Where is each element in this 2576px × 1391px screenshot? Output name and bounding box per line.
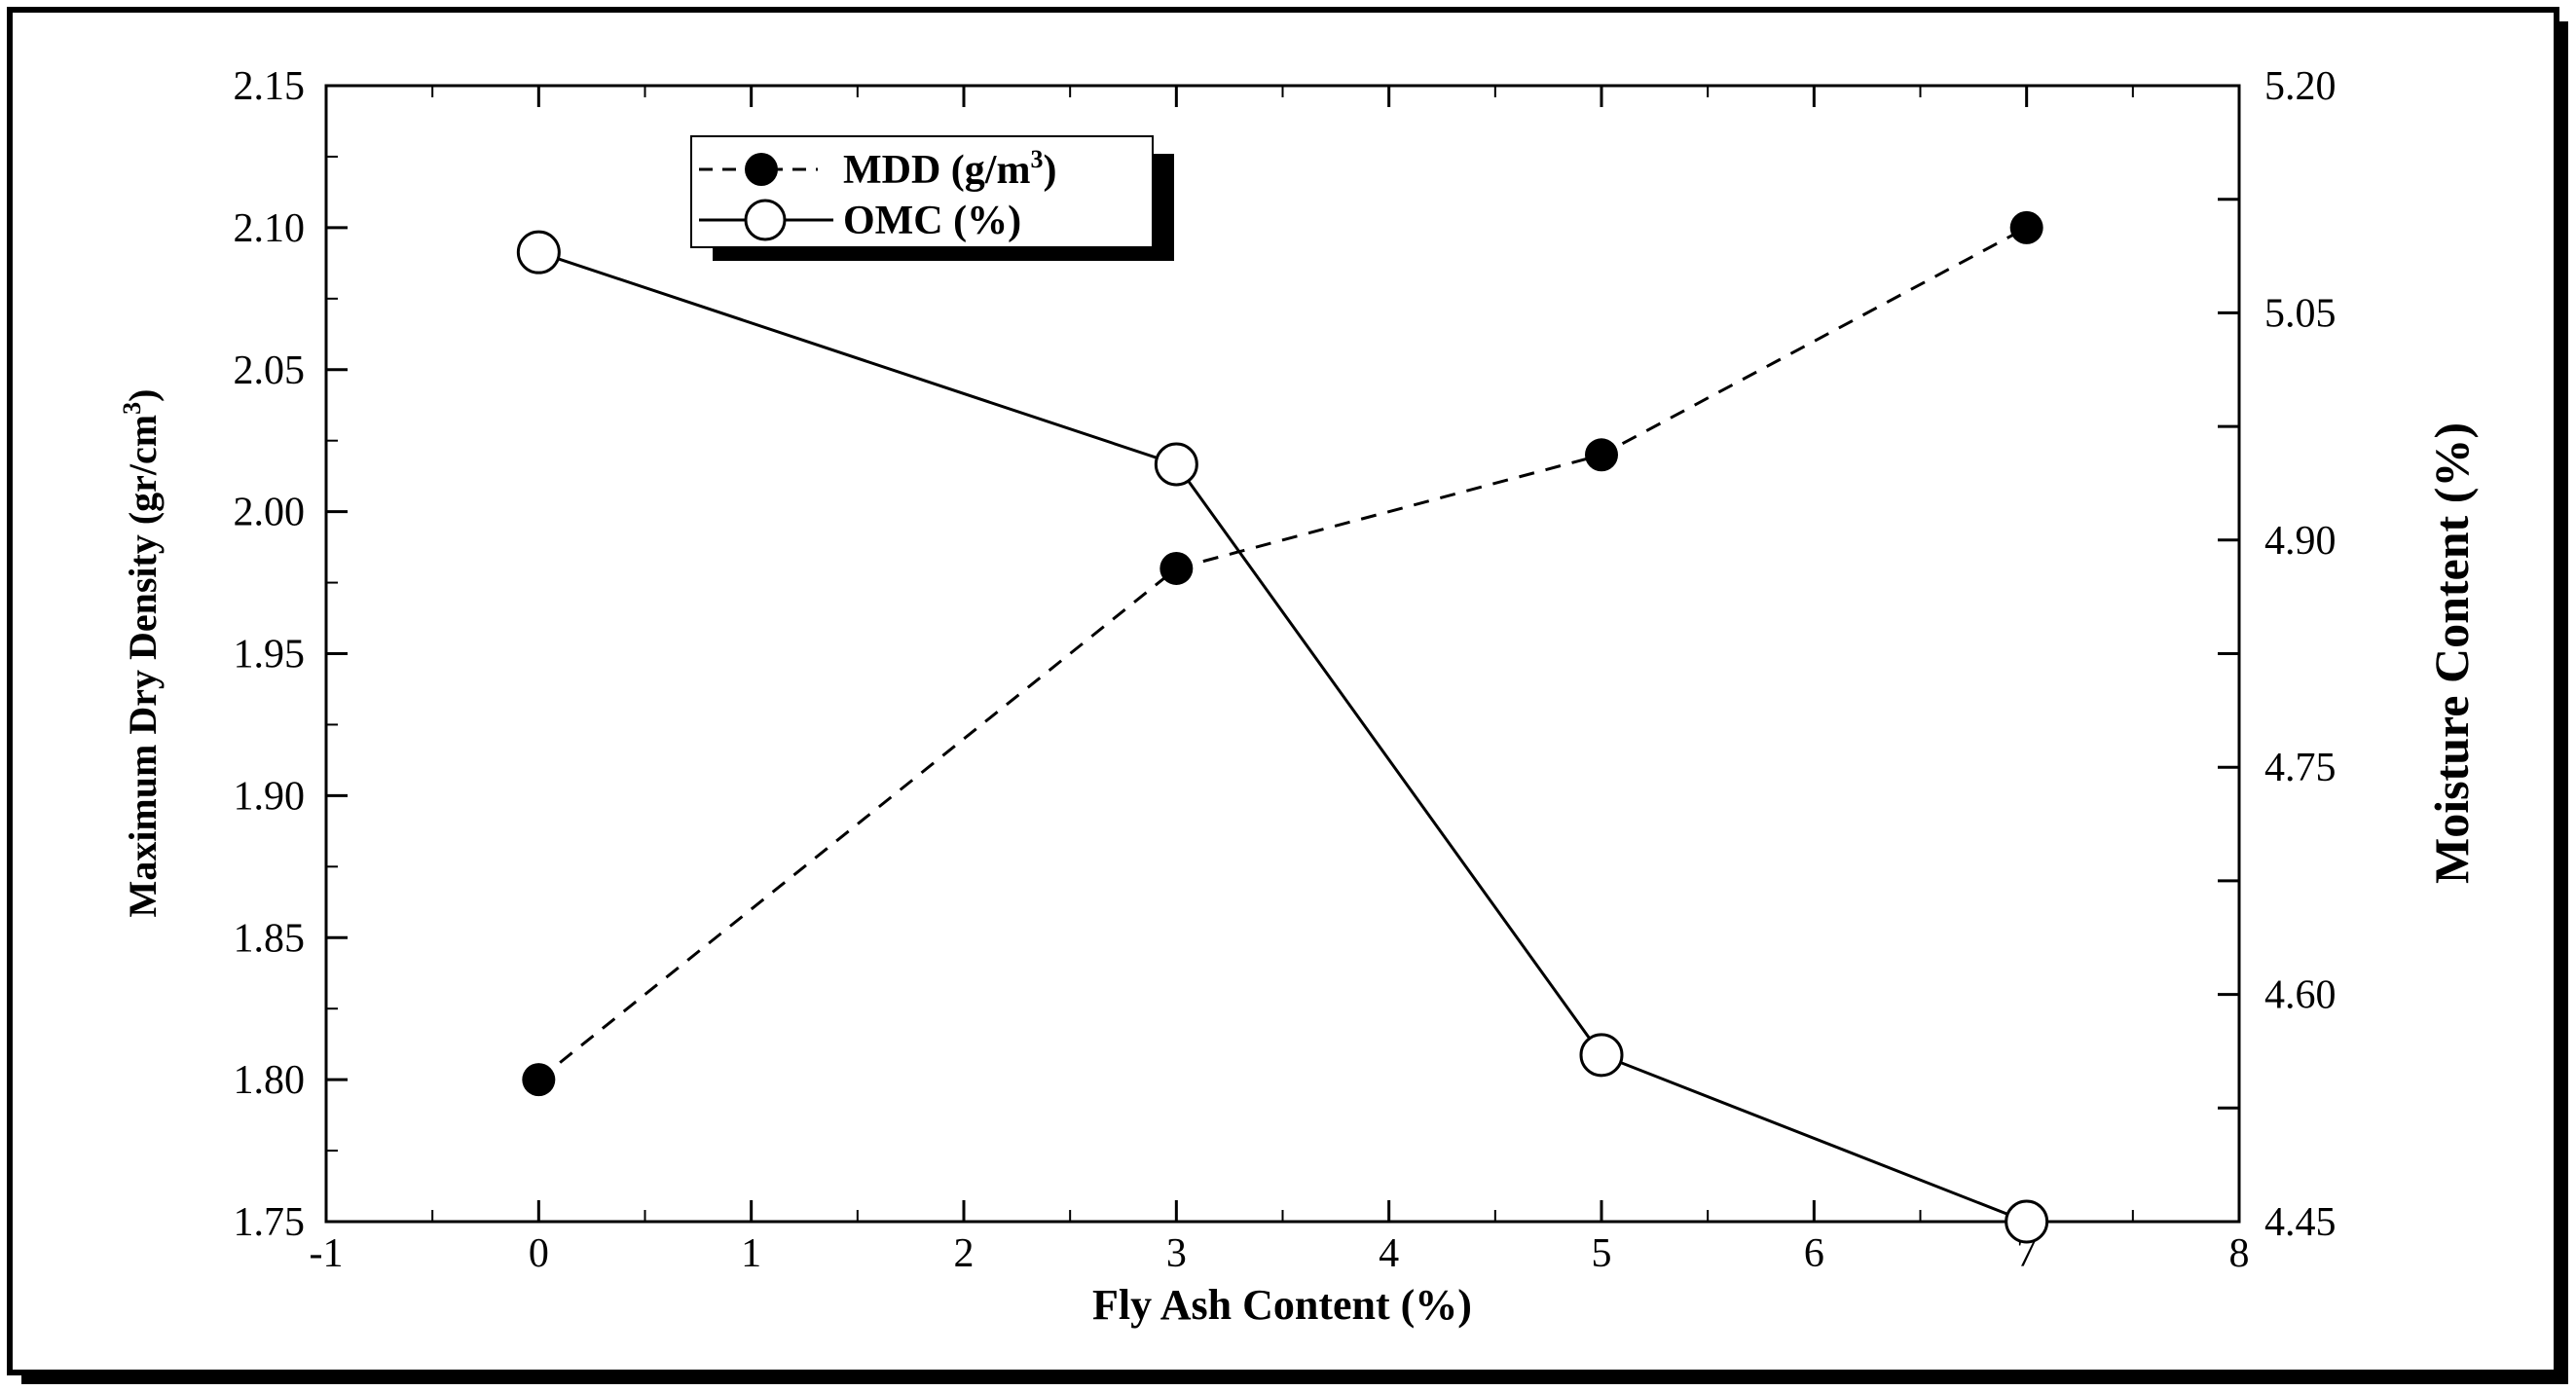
x-tick-label: 0 [529,1231,549,1276]
mdd-point [1585,438,1618,472]
omc-series-line [537,250,2028,1224]
x-tick-label: 5 [1592,1231,1612,1276]
y-right-tick-label: 4.75 [2264,746,2337,790]
legend-omc-marker [744,199,787,241]
omc-point [2005,1199,2049,1244]
legend-mdd-label-sup: 3 [1030,145,1043,173]
y-left-tick-label: 1.95 [234,633,306,677]
series-layer [516,210,2049,1244]
mdd-point [2009,210,2043,244]
x-tick-label: -1 [310,1231,344,1276]
figure-frame [7,7,2559,1375]
y-left-axis-title-end: ) [121,389,165,402]
x-axis-title: Fly Ash Content (%) [1092,1281,1472,1329]
y-right-tick-label: 4.90 [2264,519,2337,564]
mdd-series-line [537,226,2028,1081]
y-left-tick-label: 2.00 [234,491,306,535]
omc-point [1579,1033,1624,1078]
y-right-axis-title: Moisture Content (%) [2424,422,2479,884]
mdd-point [522,1063,556,1097]
y-left-tick-label: 1.75 [234,1200,306,1245]
y-right-tick-label: 4.45 [2264,1200,2337,1245]
y-left-axis-title-main: Maximum Dry Density (gr/cm [121,415,165,918]
x-axis-ticks: -1 0 1 2 3 4 5 6 7 8 [310,86,2250,1276]
legend-omc-label: OMC (%) [843,199,1021,243]
x-tick-label: 1 [741,1231,761,1276]
legend-mdd-label: MDD (g/m3) [843,145,1056,193]
y-left-axis-title: Maximum Dry Density (gr/cm3) [118,389,165,918]
y-right-tick-label: 5.05 [2264,291,2337,336]
y-left-tick-label: 1.90 [234,774,306,819]
y-left-tick-label: 2.10 [234,206,306,251]
x-tick-label: 2 [954,1231,975,1276]
legend-mdd-label-end: ) [1043,148,1056,193]
legend: MDD (g/m3) OMC (%) [690,135,1174,261]
x-tick-label: 3 [1166,1231,1187,1276]
legend-mdd-label-main: MDD (g/m [843,148,1030,193]
y-right-tick-label: 4.60 [2264,973,2337,1018]
omc-point [516,230,561,275]
x-tick-label: 8 [2229,1231,2250,1276]
y-left-tick-label: 1.85 [234,916,306,961]
x-tick-label: 4 [1379,1231,1399,1276]
y-left-axis-title-sup: 3 [118,402,146,415]
omc-point [1154,442,1198,487]
legend-mdd-marker [745,153,778,186]
mdd-point [1159,551,1194,585]
y-left-tick-label: 2.05 [234,348,306,393]
y-left-axis-ticks: 1.75 1.80 1.85 1.90 1.95 2.00 2.05 2.10 2.15 [234,64,348,1245]
y-right-axis-ticks: 4.45 4.60 4.75 4.90 5.05 5.20 [2218,64,2337,1245]
x-tick-label: 6 [1804,1231,1824,1276]
y-left-tick-label: 1.80 [234,1058,306,1103]
y-right-tick-label: 5.20 [2264,64,2337,109]
y-left-tick-label: 2.15 [234,64,306,109]
